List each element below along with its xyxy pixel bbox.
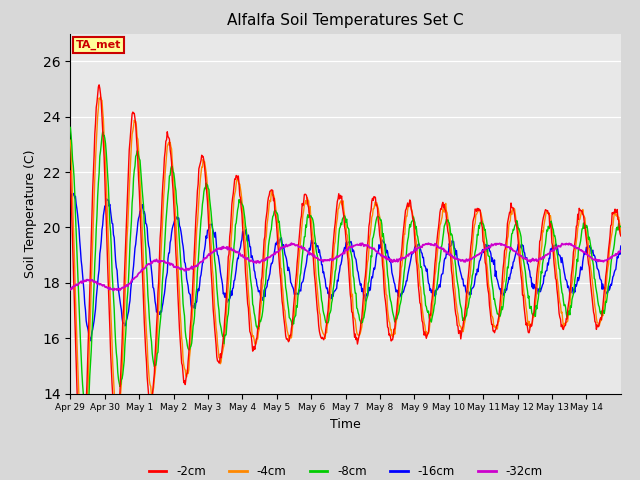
Text: TA_met: TA_met [76,40,121,50]
Title: Alfalfa Soil Temperatures Set C: Alfalfa Soil Temperatures Set C [227,13,464,28]
Y-axis label: Soil Temperature (C): Soil Temperature (C) [24,149,37,278]
Legend: -2cm, -4cm, -8cm, -16cm, -32cm: -2cm, -4cm, -8cm, -16cm, -32cm [144,461,547,480]
X-axis label: Time: Time [330,418,361,431]
